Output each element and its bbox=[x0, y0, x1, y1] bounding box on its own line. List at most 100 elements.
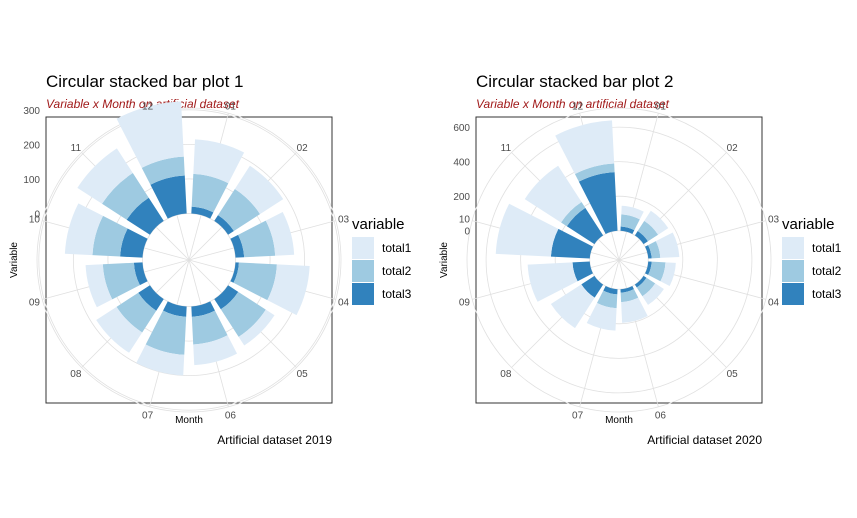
bar-segment-total1 bbox=[85, 264, 113, 308]
bar-segment-total1 bbox=[238, 309, 275, 346]
bar-segment-total3 bbox=[230, 262, 239, 283]
bar-segment-total2 bbox=[102, 173, 149, 220]
bar-segment-total2 bbox=[620, 214, 640, 231]
month-label: 07 bbox=[572, 411, 584, 422]
legend-label-total2: total2 bbox=[812, 264, 842, 278]
month-label: 10 bbox=[459, 215, 471, 226]
legend-key-total3 bbox=[352, 283, 374, 305]
bar-segment-total2 bbox=[648, 241, 661, 259]
bar-segment-total3 bbox=[620, 226, 635, 234]
bar-segment-total3 bbox=[120, 228, 148, 258]
month-label: 04 bbox=[768, 297, 780, 308]
grid-spoke bbox=[579, 259, 620, 407]
y-tick-label: 400 bbox=[453, 158, 470, 169]
bar-segment-total2 bbox=[620, 289, 639, 303]
y-tick-label: 0 bbox=[464, 227, 470, 238]
month-label: 11 bbox=[71, 143, 82, 154]
x-axis-title: Month bbox=[605, 415, 633, 426]
bar-segment-total1 bbox=[644, 210, 669, 235]
month-label: 05 bbox=[297, 369, 309, 380]
bar-segment-total2 bbox=[637, 220, 659, 242]
bar-segment-total1 bbox=[64, 203, 104, 256]
legend-label-total1: total1 bbox=[812, 241, 842, 255]
bar-segment-total2 bbox=[648, 261, 666, 282]
bar-segment-total1 bbox=[193, 139, 245, 184]
month-label: 12 bbox=[142, 101, 154, 112]
chart-caption: Artificial dataset 2019 bbox=[217, 433, 332, 447]
legend-title: variable bbox=[782, 216, 835, 233]
chart-subtitle: Variable x Month on artificial dataset bbox=[476, 97, 670, 111]
grid-spoke bbox=[618, 259, 766, 300]
legend-key-total2 bbox=[782, 260, 804, 282]
panel-border bbox=[45, 116, 333, 404]
bar-segment-total2 bbox=[238, 220, 276, 258]
legend-key-total1 bbox=[782, 237, 804, 259]
bar-segment-total3 bbox=[634, 231, 648, 245]
grid-spoke bbox=[618, 259, 727, 368]
bar-segment-total3 bbox=[163, 301, 187, 317]
month-label: 02 bbox=[297, 143, 309, 154]
bar-segment-total1 bbox=[495, 203, 559, 257]
bar-segment-total1 bbox=[136, 344, 185, 376]
y-axis-title: Variable bbox=[9, 242, 20, 278]
bar-segment-total2 bbox=[191, 173, 229, 213]
month-label: 06 bbox=[225, 411, 237, 422]
bar-segment-total1 bbox=[655, 232, 680, 258]
bar-segment-total3 bbox=[133, 262, 148, 286]
bar-segment-total3 bbox=[214, 285, 239, 310]
legend-label-total1: total1 bbox=[382, 241, 412, 255]
bar-segment-total2 bbox=[220, 291, 266, 337]
legend-label-total2: total2 bbox=[382, 264, 412, 278]
bar-segment-total1 bbox=[550, 284, 595, 329]
month-label: 09 bbox=[29, 297, 41, 308]
y-tick-label: 200 bbox=[23, 140, 40, 151]
bar-segment-total3 bbox=[578, 172, 618, 234]
bar-segment-total2 bbox=[218, 188, 261, 231]
bar-segment-total1 bbox=[193, 335, 238, 366]
grid-circle bbox=[485, 126, 753, 394]
month-label: 11 bbox=[501, 143, 512, 154]
bar-segment-total3 bbox=[126, 197, 164, 235]
bar-segment-total3 bbox=[214, 215, 234, 235]
bar-segment-total1 bbox=[267, 264, 310, 316]
y-tick-label: 200 bbox=[453, 192, 470, 203]
bar-segment-total3 bbox=[620, 286, 634, 293]
bar-segment-total3 bbox=[634, 275, 647, 288]
month-label: 06 bbox=[655, 411, 667, 422]
bar-segment-total1 bbox=[621, 297, 648, 323]
chart-title: Circular stacked bar plot 2 bbox=[476, 72, 673, 91]
bar-segment-total2 bbox=[596, 290, 618, 309]
month-label: 10 bbox=[29, 215, 41, 226]
bar-segment-total3 bbox=[566, 207, 604, 245]
grid-circle bbox=[38, 109, 340, 411]
chart-caption: Artificial dataset 2020 bbox=[647, 433, 762, 447]
month-label: 12 bbox=[572, 101, 584, 112]
bar-segment-total1 bbox=[524, 165, 582, 223]
month-label: 01 bbox=[655, 101, 667, 112]
bar-segment-total2 bbox=[574, 163, 615, 182]
bar-segment-total3 bbox=[191, 301, 215, 317]
bar-segment-total3 bbox=[645, 261, 652, 275]
bar-segment-total2 bbox=[561, 202, 586, 227]
y-tick-label: 600 bbox=[453, 123, 470, 134]
month-label: 04 bbox=[338, 297, 350, 308]
bar-segment-total1 bbox=[660, 262, 676, 286]
bar-segment-total3 bbox=[150, 175, 187, 219]
x-axis-title: Month bbox=[175, 415, 203, 426]
grid-circle bbox=[107, 178, 271, 342]
bar-segment-total1 bbox=[642, 283, 664, 305]
grid-spoke bbox=[618, 259, 659, 407]
legend-label-total3: total3 bbox=[812, 287, 842, 301]
bar-segment-total1 bbox=[527, 262, 578, 302]
bar-segment-total3 bbox=[581, 275, 604, 298]
grid-spoke bbox=[618, 113, 659, 261]
y-axis-title: Variable bbox=[439, 242, 450, 278]
bar-segment-total3 bbox=[138, 285, 164, 311]
bar-segment-total1 bbox=[586, 302, 617, 331]
grid-circle bbox=[72, 143, 306, 377]
bar-segment-total1 bbox=[555, 120, 615, 175]
bar-segment-total1 bbox=[621, 205, 644, 220]
month-label: 05 bbox=[727, 369, 739, 380]
legend-key-total3 bbox=[782, 283, 804, 305]
